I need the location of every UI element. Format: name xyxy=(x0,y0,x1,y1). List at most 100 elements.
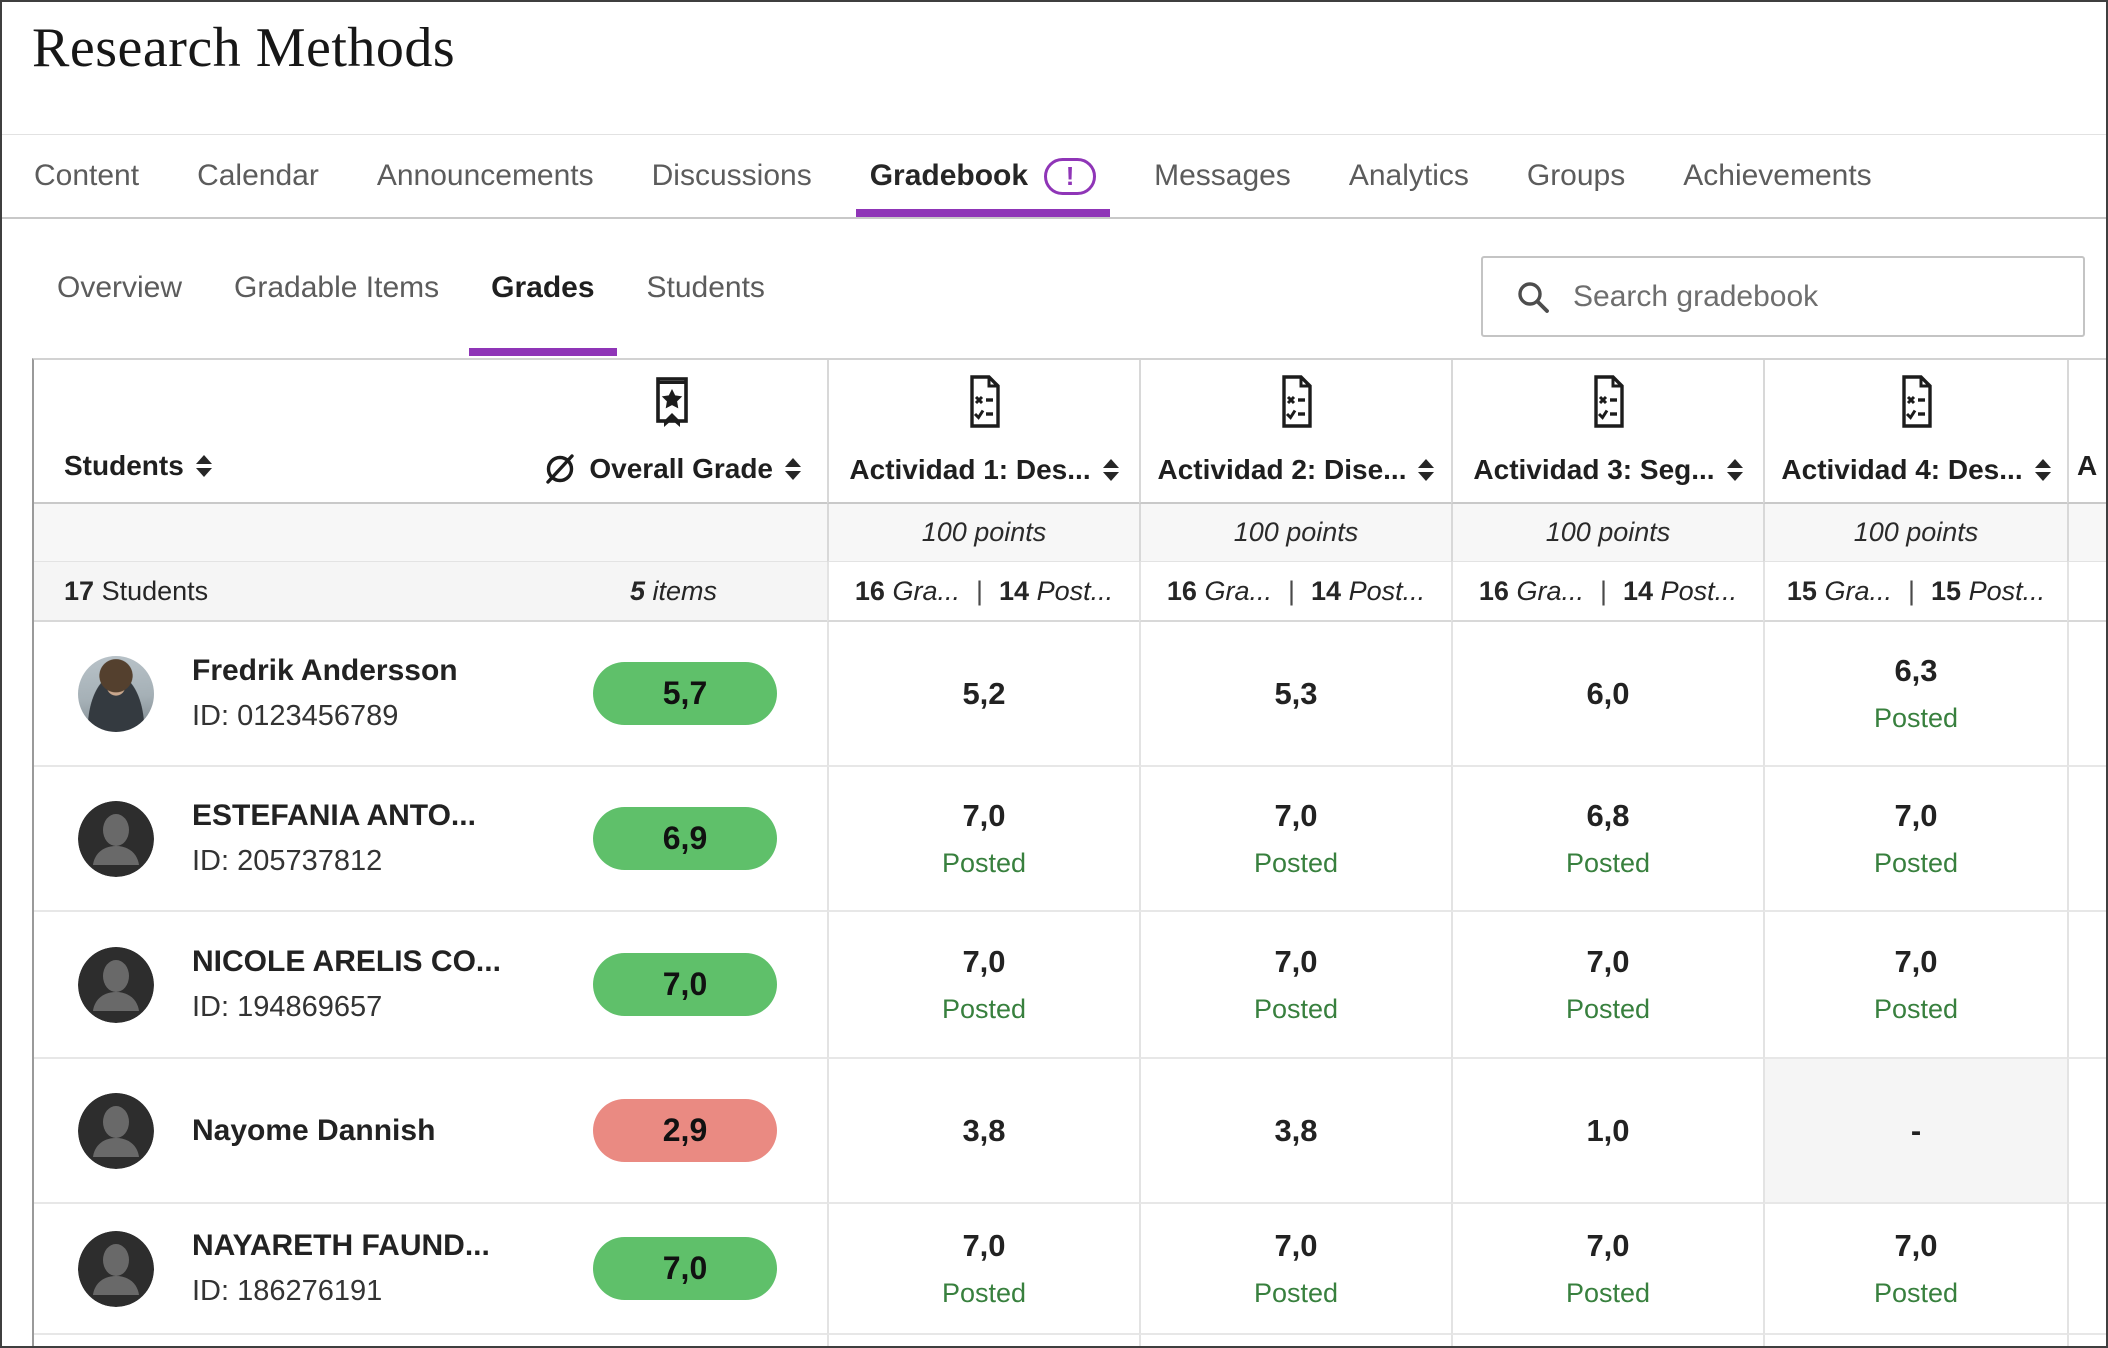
sort-icon xyxy=(1418,459,1435,481)
roster-summary-cell: 17 Students 5 items xyxy=(34,562,827,622)
grade-cell[interactable]: 6,3 Posted xyxy=(1763,622,2067,767)
grade-cell[interactable]: 7,0 Posted xyxy=(1451,1204,1763,1335)
overall-grade-pill[interactable]: 5,7 xyxy=(593,662,777,725)
grade-cell[interactable]: 7,0 Posted xyxy=(1763,912,2067,1059)
grade-cell[interactable]: 7,0 Posted xyxy=(1139,912,1451,1059)
alert-badge-icon: ! xyxy=(1044,157,1097,195)
header-activity-4: Actividad 4: Des... xyxy=(1763,360,2067,504)
avatar-silhouette[interactable] xyxy=(78,946,154,1023)
overall-grade-pill[interactable]: 7,0 xyxy=(593,953,777,1016)
grade-cell[interactable]: 5,2 xyxy=(827,622,1139,767)
grade-cell[interactable]: 5,3 xyxy=(1139,622,1451,767)
active-subtab-underline xyxy=(469,348,617,356)
sort-icon xyxy=(1102,459,1119,481)
tab-groups[interactable]: Groups xyxy=(1526,159,1626,192)
overall-grade-pill[interactable]: 2,9 xyxy=(593,1099,777,1162)
grade-cell[interactable]: 7,0 Posted xyxy=(1451,912,1763,1059)
sort-icon xyxy=(2034,459,2051,481)
points-cell: 100 points xyxy=(1763,504,2067,562)
grade-cell-partial xyxy=(2067,622,2106,767)
assignment-icon xyxy=(1282,375,1312,428)
overall-grade-pill[interactable]: 7,0 xyxy=(593,1237,777,1300)
sort-icon xyxy=(195,455,212,477)
points-cell: 100 points xyxy=(1139,504,1451,562)
tab-messages[interactable]: Messages xyxy=(1154,159,1291,192)
avatar-silhouette[interactable] xyxy=(78,800,154,877)
activity-2-column-sort[interactable]: Actividad 2: Dise... xyxy=(1141,360,1451,502)
search-input[interactable] xyxy=(1573,279,2083,314)
overall-grade-column-sort[interactable]: Overall Grade xyxy=(543,372,801,486)
grade-cell[interactable]: 3,8 xyxy=(827,1059,1139,1204)
grade-cell[interactable]: 7,0 Posted xyxy=(827,1204,1139,1335)
overall-grade-pill[interactable]: 6,9 xyxy=(593,807,777,870)
grade-cell[interactable]: 3,8 xyxy=(1139,1059,1451,1204)
points-row-students-cell xyxy=(34,504,827,562)
grade-cell[interactable]: 7,0 Posted xyxy=(1763,1204,2067,1335)
student-name: Nayome Dannish xyxy=(192,1113,436,1147)
tab-discussions[interactable]: Discussions xyxy=(651,159,812,192)
student-row-cell[interactable]: Fredrik Andersson ID: 0123456789 5,7 xyxy=(34,622,827,767)
student-id: ID: 0123456789 xyxy=(192,700,399,732)
award-ribbon-icon xyxy=(656,377,688,427)
active-tab-underline xyxy=(855,209,1111,217)
grade-cell[interactable]: 7,0 Posted xyxy=(827,912,1139,1059)
search-gradebook-box xyxy=(1481,256,2085,337)
tab-achievements[interactable]: Achievements xyxy=(1683,159,1872,192)
header-activity-3: Actividad 3: Seg... xyxy=(1451,360,1763,504)
graded-posted-cell: 16 Gra... | 14 Post... xyxy=(827,562,1139,622)
grade-cell[interactable]: 7,0 Posted xyxy=(1763,767,2067,912)
tab-announcements[interactable]: Announcements xyxy=(376,159,594,192)
course-tabbar: Content Calendar Announcements Discussio… xyxy=(2,135,2106,219)
graded-posted-cell-partial xyxy=(2067,562,2106,622)
avatar-silhouette[interactable] xyxy=(78,1230,154,1307)
student-id: ID: 205737812 xyxy=(192,845,383,877)
student-id: ID: 186276191 xyxy=(192,1275,383,1307)
students-column-sort[interactable]: Students xyxy=(64,450,212,482)
assignment-icon xyxy=(1594,375,1624,428)
activity-3-column-sort[interactable]: Actividad 3: Seg... xyxy=(1453,360,1763,502)
student-name: NAYARETH FAUND... xyxy=(192,1229,490,1262)
student-name: Fredrik Andersson xyxy=(192,654,458,687)
header-activity-1: Actividad 1: Des... xyxy=(827,360,1139,504)
points-cell-partial xyxy=(2067,504,2106,562)
student-row-cell[interactable]: NAYARETH FAUND... ID: 186276191 7,0 xyxy=(34,1204,827,1335)
grade-cell[interactable]: 7,0 Posted xyxy=(1139,1204,1451,1335)
student-name: NICOLE ARELIS CO... xyxy=(192,945,501,978)
grade-cell-empty[interactable]: - xyxy=(1763,1059,2067,1204)
hidden-eye-icon xyxy=(546,454,575,484)
sort-icon xyxy=(785,458,801,480)
grade-cell[interactable]: 7,0 Posted xyxy=(827,767,1139,912)
tab-calendar[interactable]: Calendar xyxy=(197,159,319,192)
header-activity-2: Actividad 2: Dise... xyxy=(1139,360,1451,504)
tab-gradebook[interactable]: Gradebook ! xyxy=(855,135,1111,217)
graded-posted-cell: 16 Gra... | 14 Post... xyxy=(1451,562,1763,622)
subtab-overview[interactable]: Overview xyxy=(57,270,183,304)
grade-cell[interactable]: 1,0 xyxy=(1451,1059,1763,1204)
subtab-gradable-items[interactable]: Gradable Items xyxy=(234,270,440,304)
student-row-cell[interactable]: NICOLE ARELIS CO... ID: 194869657 7,0 xyxy=(34,912,827,1059)
activity-1-column-sort[interactable]: Actividad 1: Des... xyxy=(829,360,1139,502)
tab-content[interactable]: Content xyxy=(34,159,140,192)
subtab-grades[interactable]: Grades xyxy=(469,219,617,356)
next-row-clipped xyxy=(34,1335,827,1346)
avatar[interactable] xyxy=(78,655,154,732)
grades-table: Students Overall Grade xyxy=(32,358,2106,1346)
points-cell: 100 points xyxy=(1451,504,1763,562)
search-icon xyxy=(1518,281,1549,313)
student-name: ESTEFANIA ANTO... xyxy=(192,799,476,832)
graded-posted-cell: 16 Gra... | 14 Post... xyxy=(1139,562,1451,622)
grade-cell-partial xyxy=(2067,1059,2106,1204)
grade-cell[interactable]: 6,0 xyxy=(1451,622,1763,767)
header-activity-5-partial: A xyxy=(2067,360,2106,504)
activity-4-column-sort[interactable]: Actividad 4: Des... xyxy=(1765,360,2067,502)
assignment-icon xyxy=(1902,375,1932,428)
student-row-cell[interactable]: Nayome Dannish 2,9 xyxy=(34,1059,827,1204)
subtab-students[interactable]: Students xyxy=(646,270,765,304)
gradebook-subbar: Overview Gradable Items Grades Students xyxy=(2,219,2106,356)
avatar-silhouette[interactable] xyxy=(78,1092,154,1169)
student-row-cell[interactable]: ESTEFANIA ANTO... ID: 205737812 6,9 xyxy=(34,767,827,912)
tab-analytics[interactable]: Analytics xyxy=(1348,159,1469,192)
grade-cell[interactable]: 7,0 Posted xyxy=(1139,767,1451,912)
grade-cell[interactable]: 6,8 Posted xyxy=(1451,767,1763,912)
